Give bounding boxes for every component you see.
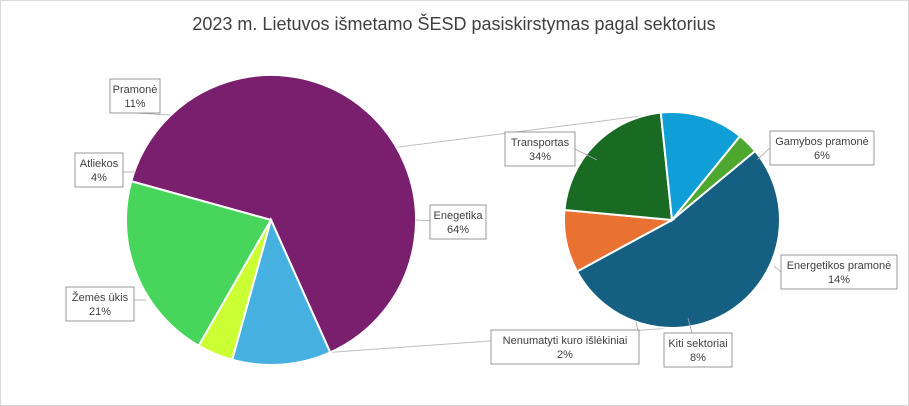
label-name: Kiti sektoriai xyxy=(668,338,727,350)
label-value: 14% xyxy=(828,274,850,286)
label-zemes-ukis: Žemės ūkis 21% xyxy=(65,286,146,322)
label-value: 21% xyxy=(89,306,111,318)
main-pie xyxy=(125,74,417,366)
label-box xyxy=(769,130,875,166)
label-value: 64% xyxy=(447,224,469,236)
main-slice-pramone xyxy=(231,217,332,366)
label-name: Gamybos pramonė xyxy=(775,136,869,148)
label-box xyxy=(490,329,640,365)
label-kiti-sektoriai: Kiti sektoriai 8% xyxy=(663,317,733,368)
label-box xyxy=(65,286,135,322)
label-value: 4% xyxy=(91,172,107,184)
label-value: 2% xyxy=(557,349,573,361)
label-leader-line xyxy=(756,147,771,161)
label-pramone: Pramonė 11% xyxy=(109,78,171,116)
secondary-slice-energetikos-pramone xyxy=(563,111,674,222)
label-name: Nenumatyti kuro išlėkiniai xyxy=(503,335,628,347)
main-slice-zemes-ukis xyxy=(125,180,273,348)
label-nenumatyti-kuro-islekiniai: Nenumatyti kuro išlėkiniai 2% xyxy=(490,321,640,365)
label-box xyxy=(109,78,161,114)
label-box xyxy=(74,152,124,188)
label-box xyxy=(780,254,898,290)
label-box xyxy=(504,131,576,167)
label-value: 6% xyxy=(814,150,830,162)
label-name: Atliekos xyxy=(80,158,119,170)
label-transportas: Transportas 34% xyxy=(504,131,598,167)
label-box xyxy=(663,332,733,368)
secondary-slice-nenumatyti-kuro-islekiniai xyxy=(671,134,757,221)
secondary-pie xyxy=(563,111,781,329)
label-gamybos-pramone: Gamybos pramonė 6% xyxy=(756,130,875,166)
secondary-slice-kiti-sektoriai xyxy=(659,111,742,223)
label-enegetika: Enegetika 64% xyxy=(415,204,487,240)
label-atliekos: Atliekos 4% xyxy=(74,152,134,188)
label-leader-line xyxy=(687,317,693,334)
label-leader-line xyxy=(773,265,782,273)
label-value: 11% xyxy=(124,98,145,110)
label-value: 8% xyxy=(690,352,706,364)
label-box xyxy=(429,204,487,240)
label-name: Energetikos pramonė xyxy=(787,260,892,272)
label-name: Žemės ūkis xyxy=(72,291,129,304)
label-name: Transportas xyxy=(511,137,570,149)
data-labels: Enegetika 64% Žemės ūkis 21% Atliekos 4% Pramo… xyxy=(65,78,898,368)
label-name: Enegetika xyxy=(434,210,484,222)
label-leader-line xyxy=(574,148,598,161)
label-name: Pramonė xyxy=(113,84,158,96)
main-slice-enegetika xyxy=(130,74,417,354)
label-energetikos-pramone: Energetikos pramonė 14% xyxy=(773,254,898,290)
label-value: 34% xyxy=(529,151,551,163)
chart-title: 2023 m. Lietuvos išmetamo ŠESD pasiskirs… xyxy=(192,13,715,34)
secondary-slice-transportas xyxy=(575,149,781,329)
